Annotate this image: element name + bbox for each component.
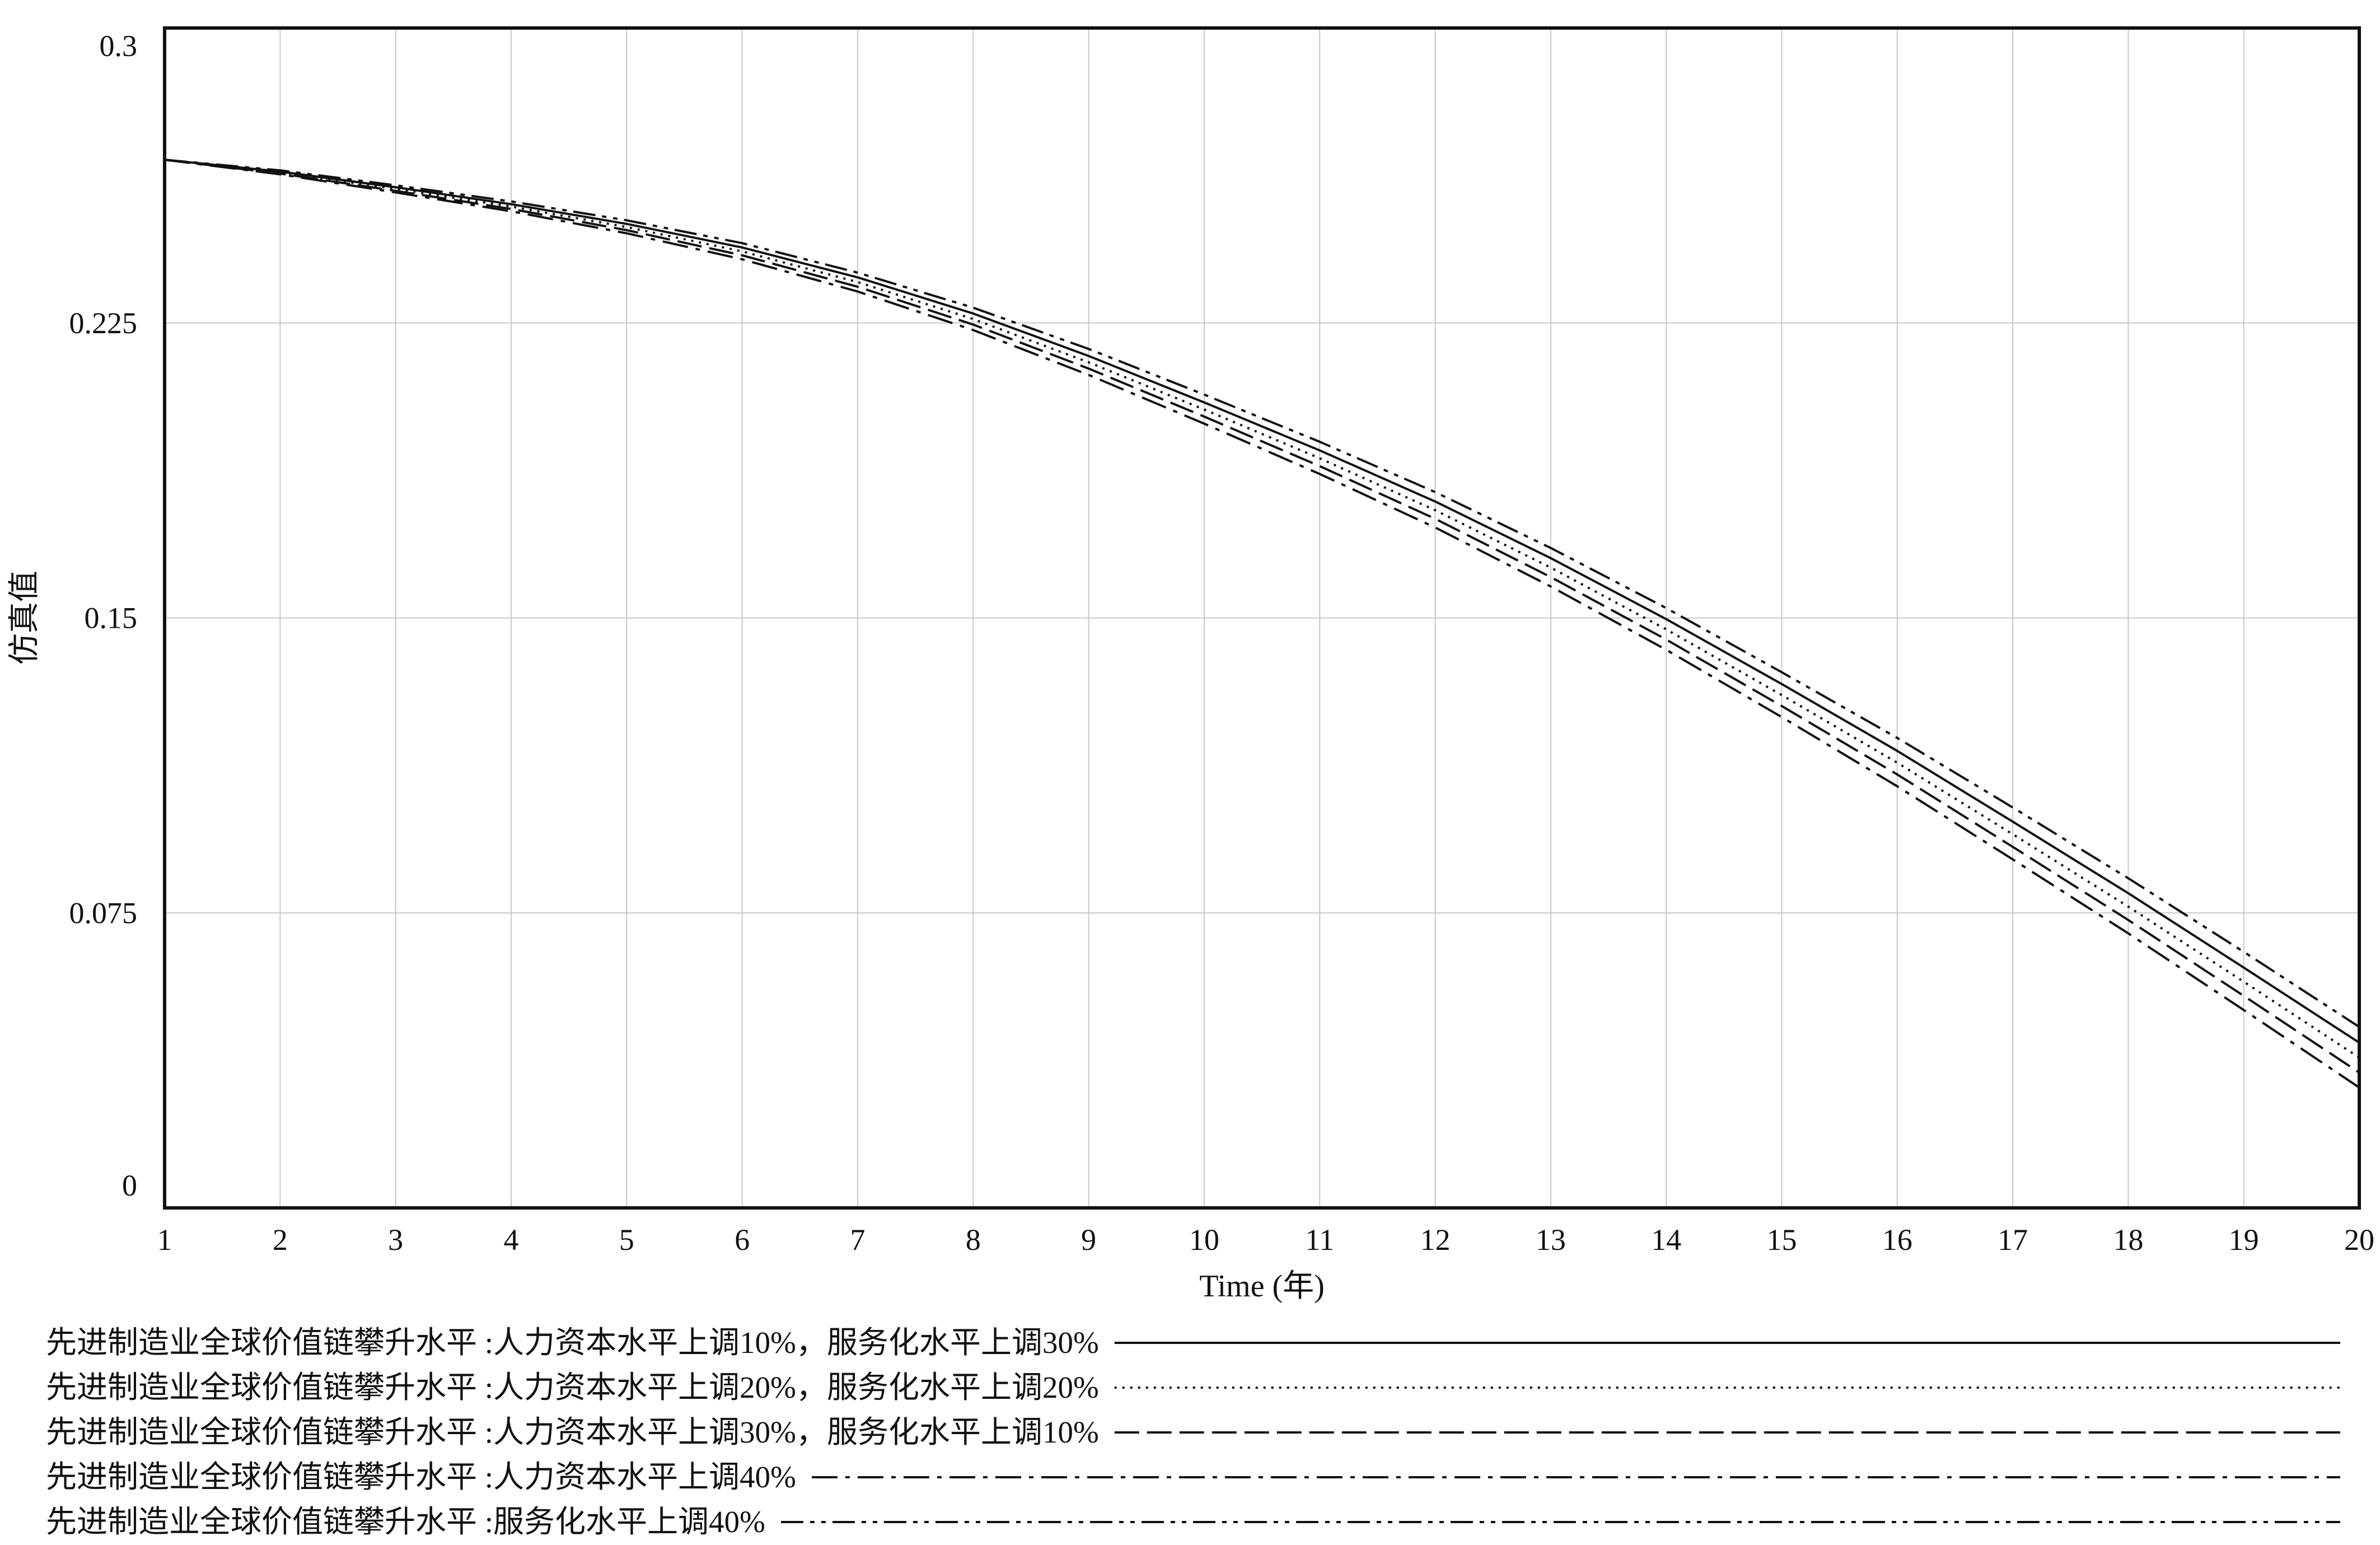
x-tick-label: 16: [1882, 1223, 1913, 1257]
plot-frame: [163, 26, 2361, 1210]
x-tick-label: 5: [619, 1223, 634, 1257]
x-tick-label: 11: [1305, 1223, 1334, 1257]
x-tick-label: 10: [1189, 1223, 1219, 1257]
x-tick-label: 6: [735, 1223, 750, 1257]
x-tick-label: 8: [966, 1223, 981, 1257]
legend-label: 先进制造业全球价值链攀升水平 :人力资本水平上调40%: [46, 1460, 796, 1494]
series-lines: [164, 158, 2360, 1089]
x-tick-label: 18: [2113, 1223, 2143, 1257]
y-tick-label: 0.15: [85, 601, 138, 635]
y-tick-label: 0.3: [100, 29, 138, 63]
legend-label: 先进制造业全球价值链攀升水平 :人力资本水平上调30%，服务化水平上调10%: [46, 1415, 1099, 1449]
y-tick-label: 0.225: [69, 306, 138, 340]
series-line-2: [164, 158, 2360, 1059]
series-line-5: [164, 158, 2360, 1028]
x-tick-label: 9: [1081, 1223, 1096, 1257]
y-axis-ticks: 0 0.075 0.15 0.225 0.3: [69, 29, 138, 1202]
x-tick-label: 14: [1651, 1223, 1681, 1257]
series-line-1: [164, 158, 2360, 1044]
y-tick-label: 0.075: [69, 896, 138, 930]
x-axis-ticks: 1 2 3 4 5 6 7 8 9 10 11 12 13 14 15 16 17 18 19 20: [157, 1223, 2375, 1257]
grid-lines: [165, 28, 2359, 1208]
x-tick-label: 17: [1998, 1223, 2028, 1257]
x-tick-label: 15: [1766, 1223, 1797, 1257]
x-tick-label: 19: [2229, 1223, 2259, 1257]
y-tick-label: 0: [122, 1169, 137, 1202]
x-tick-label: 2: [273, 1223, 288, 1257]
x-tick-label: 13: [1536, 1223, 1566, 1257]
legend-label: 先进制造业全球价值链攀升水平 :服务化水平上调40%: [46, 1505, 765, 1539]
legend-label: 先进制造业全球价值链攀升水平 :人力资本水平上调10%，服务化水平上调30%: [46, 1325, 1099, 1360]
x-tick-label: 20: [2344, 1223, 2374, 1257]
x-tick-label: 7: [850, 1223, 865, 1257]
series-line-4: [164, 158, 2360, 1089]
x-tick-label: 4: [503, 1223, 518, 1257]
legend: 先进制造业全球价值链攀升水平 :人力资本水平上调10%，服务化水平上调30% 先进…: [46, 1325, 2340, 1539]
series-line-3: [164, 158, 2360, 1074]
x-tick-label: 12: [1420, 1223, 1450, 1257]
x-axis-title: Time (年): [1199, 1269, 1325, 1304]
legend-label: 先进制造业全球价值链攀升水平 :人力资本水平上调20%，服务化水平上调20%: [46, 1370, 1099, 1404]
x-tick-label: 3: [388, 1223, 403, 1257]
x-tick-label: 1: [157, 1223, 172, 1257]
y-axis-title: 仿真值: [7, 571, 42, 665]
